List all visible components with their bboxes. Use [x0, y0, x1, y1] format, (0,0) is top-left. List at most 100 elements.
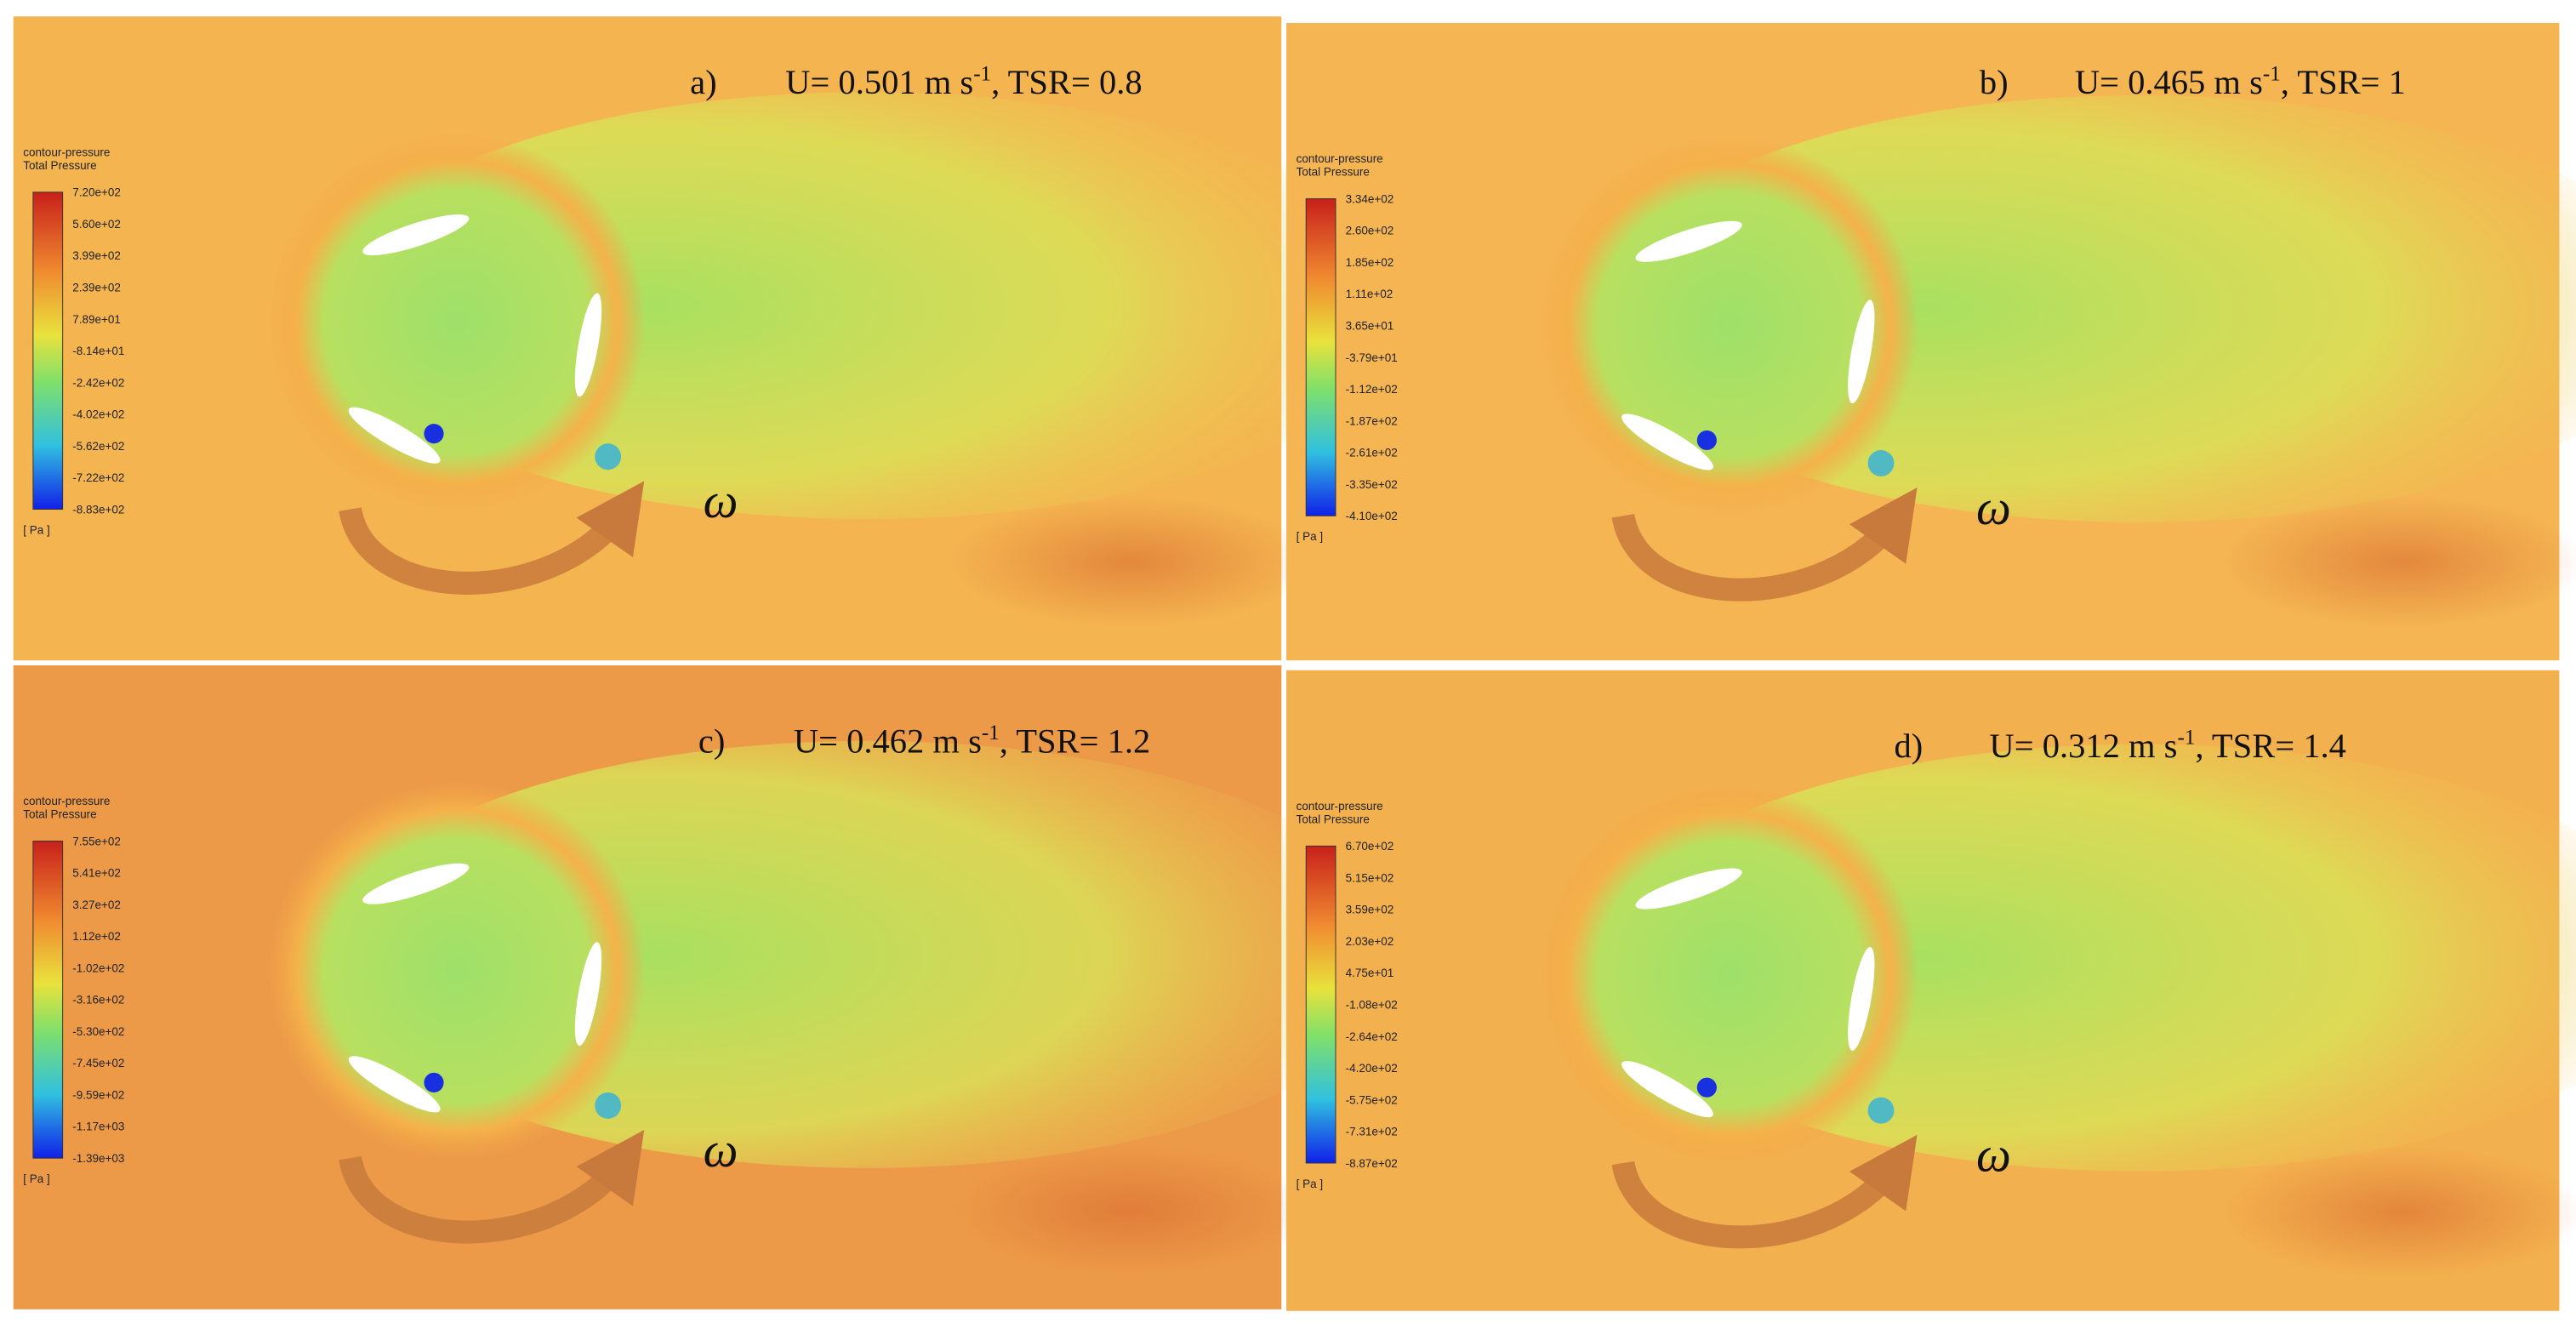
legend-subtitle: Total Pressure — [1297, 166, 1370, 179]
legend-unit: [ Pa ] — [23, 524, 50, 537]
colorbar-tick-label: -4.20e+02 — [1346, 1062, 1398, 1075]
caption-rest: , TSR= 1.4 — [2195, 727, 2346, 765]
vortex — [1867, 1097, 1895, 1124]
blade — [362, 863, 470, 904]
colorbar-tick-label: -8.83e+02 — [72, 503, 124, 516]
colorbar-tick-label: 1.11e+02 — [1346, 288, 1393, 300]
colorbar-tick-label: 3.27e+02 — [72, 898, 121, 911]
rotation-arrow — [1611, 1134, 1918, 1249]
colorbar-tick-label: 1.12e+02 — [72, 930, 121, 943]
panel-label: b) — [1980, 63, 2009, 101]
vortex — [1696, 430, 1717, 451]
legend-title: contour-pressure — [1297, 152, 1383, 165]
caption-sup: -1 — [2177, 727, 2195, 750]
caption-main: U= 0.501 m s — [785, 63, 973, 101]
caption-main: U= 0.465 m s — [2075, 63, 2263, 101]
blade — [1635, 868, 1742, 910]
omega-symbol: ω — [704, 1122, 738, 1178]
colorbar-tick-label: -4.02e+02 — [72, 408, 124, 421]
panel-label: c) — [698, 722, 726, 760]
colorbar-tick-label: -1.17e+03 — [72, 1121, 124, 1133]
caption-sup: -1 — [973, 63, 991, 86]
blade — [1635, 220, 1742, 262]
colorbar-tick-label: -5.62e+02 — [72, 440, 124, 453]
colorbar-tick-label: -7.45e+02 — [72, 1057, 124, 1069]
colorbar-tick-label: -9.59e+02 — [72, 1088, 124, 1101]
colorbar-tick-label: -3.79e+01 — [1346, 351, 1398, 364]
colorbar-tick-label: 2.60e+02 — [1346, 225, 1394, 237]
colorbar-tick-label: -1.39e+03 — [72, 1152, 124, 1165]
panel-caption: U= 0.465 m s-1, TSR= 1 — [2075, 63, 2406, 101]
pressure-patch — [2222, 1146, 2576, 1279]
legend-title: contour-pressure — [23, 795, 110, 807]
legend-unit: [ Pa ] — [1297, 530, 1324, 543]
legend-unit: [ Pa ] — [1297, 1178, 1324, 1190]
colorbar-tick-label: -2.64e+02 — [1346, 1030, 1398, 1043]
legend-title: contour-pressure — [23, 145, 110, 158]
caption-sup: -1 — [982, 722, 1000, 744]
legend-unit: [ Pa ] — [23, 1172, 50, 1185]
panel-label: d) — [1894, 727, 1923, 765]
colorbar-tick-label: 3.34e+02 — [1346, 192, 1394, 205]
panel-caption: U= 0.501 m s-1, TSR= 0.8 — [785, 63, 1142, 101]
colorbar — [32, 191, 64, 510]
colorbar-tick-label: -7.22e+02 — [72, 471, 124, 484]
legend-subtitle: Total Pressure — [23, 159, 96, 172]
caption-main: U= 0.312 m s — [1989, 727, 2177, 765]
panel-caption: U= 0.312 m s-1, TSR= 1.4 — [1989, 727, 2345, 765]
omega-symbol: ω — [1976, 480, 2011, 535]
colorbar-tick-label: -3.35e+02 — [1346, 478, 1398, 491]
blade — [1621, 1061, 1713, 1118]
legend-title: contour-pressure — [1297, 800, 1383, 813]
colorbar-tick-label: -4.10e+02 — [1346, 510, 1398, 522]
blade — [348, 1056, 441, 1113]
colorbar-tick-label: 7.20e+02 — [72, 186, 121, 199]
panel-caption: U= 0.462 m s-1, TSR= 1.2 — [794, 722, 1150, 760]
caption-rest: , TSR= 1 — [2281, 63, 2406, 101]
colorbar-tick-label: 5.60e+02 — [72, 218, 121, 231]
blade — [574, 293, 602, 397]
pressure-patch — [949, 1144, 1312, 1277]
colorbar — [1305, 845, 1336, 1164]
colorbar-tick-label: -5.30e+02 — [72, 1025, 124, 1038]
vortex — [1867, 450, 1895, 476]
panel-label: a) — [690, 63, 717, 101]
caption-rest: , TSR= 0.8 — [991, 63, 1143, 101]
blade — [1848, 947, 1875, 1051]
colorbar-tick-label: -1.12e+02 — [1346, 383, 1398, 396]
colorbar-tick-label: 5.41e+02 — [72, 867, 121, 880]
rotation-arrow — [1611, 488, 1918, 602]
pressure-patch — [2222, 496, 2576, 628]
colorbar-tick-label: 3.59e+02 — [1346, 904, 1394, 916]
colorbar-tick-label: -1.02e+02 — [72, 961, 124, 974]
colorbar-tick-label: -8.87e+02 — [1346, 1157, 1398, 1170]
blade — [574, 942, 602, 1047]
colorbar-tick-label: -7.31e+02 — [1346, 1126, 1398, 1138]
colorbar — [32, 841, 64, 1159]
colorbar-tick-label: 4.75e+01 — [1346, 967, 1394, 979]
omega-symbol: ω — [1976, 1127, 2011, 1183]
colorbar-tick-label: -2.61e+02 — [1346, 447, 1398, 459]
blade — [1848, 299, 1875, 404]
caption-rest: , TSR= 1.2 — [1000, 722, 1151, 760]
colorbar-tick-label: 3.99e+02 — [72, 249, 121, 262]
colorbar-tick-label: 7.55e+02 — [72, 835, 121, 847]
colorbar-tick-label: -8.14e+01 — [72, 345, 124, 357]
blade — [348, 407, 441, 464]
blade — [362, 214, 470, 256]
caption-main: U= 0.462 m s — [794, 722, 982, 760]
colorbar-tick-label: -3.16e+02 — [72, 994, 124, 1007]
colorbar-tick-label: 1.85e+02 — [1346, 256, 1394, 269]
colorbar-tick-label: 2.39e+02 — [72, 282, 121, 294]
vortex — [595, 1092, 622, 1119]
colorbar-tick-label: 6.70e+02 — [1346, 840, 1394, 853]
rotation-arrow — [339, 1130, 645, 1244]
omega-symbol: ω — [704, 473, 738, 528]
caption-sup: -1 — [2263, 63, 2281, 86]
colorbar-tick-label: -2.42e+02 — [72, 376, 124, 389]
